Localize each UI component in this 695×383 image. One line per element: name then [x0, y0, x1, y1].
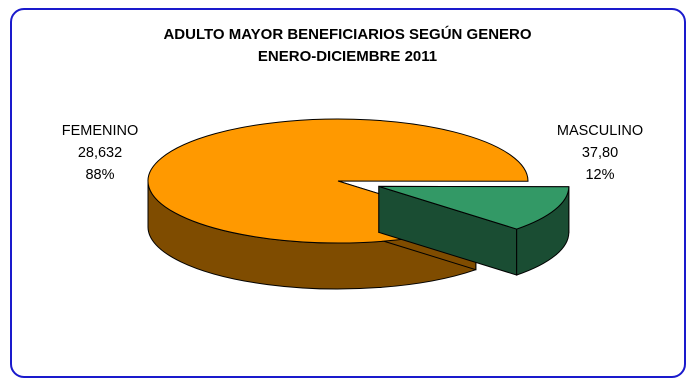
- label-masculino-value: 37,80: [581, 145, 619, 161]
- chart-subtitle: ENERO-DICIEMBRE 2011: [257, 48, 438, 65]
- label-femenino-percent: 88%: [85, 167, 115, 183]
- label-femenino: FEMENINO 28,632 88%: [30, 120, 170, 186]
- label-masculino: MASCULINO 37,80 12%: [530, 120, 670, 186]
- label-femenino-value: 28,632: [77, 145, 123, 161]
- label-femenino-name: FEMENINO: [61, 123, 139, 139]
- chart-title: ADULTO MAYOR BENEFICIARIOS SEGÚN GENERO: [163, 26, 532, 43]
- label-masculino-name: MASCULINO: [556, 123, 644, 139]
- slice-masculino-top: [378, 185, 570, 230]
- label-masculino-percent: 12%: [585, 167, 615, 183]
